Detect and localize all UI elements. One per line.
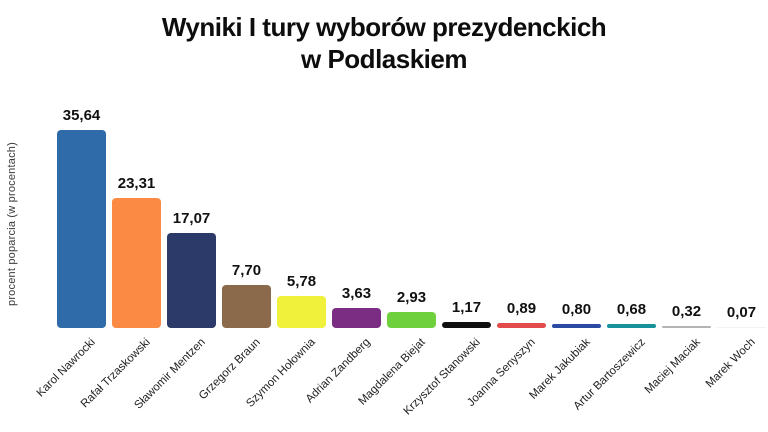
bar xyxy=(552,323,601,328)
bar xyxy=(167,233,216,328)
bar xyxy=(717,327,766,328)
y-axis-label: procent poparcia (w procentach) xyxy=(6,142,18,306)
bar xyxy=(442,321,491,328)
bar-value-label: 35,64 xyxy=(62,106,101,124)
bar-value-label: 0,32 xyxy=(671,303,702,321)
bar xyxy=(497,323,546,328)
bar-category-label: Karol Nawrocki xyxy=(34,336,98,400)
bar-value-label: 17,07 xyxy=(172,210,211,228)
bar-value-label: 2,93 xyxy=(396,288,427,306)
bar xyxy=(112,198,161,328)
chart-title-line1: Wyniki I tury wyborów prezydenckich xyxy=(161,12,607,42)
bar xyxy=(277,295,326,328)
bar xyxy=(662,326,711,328)
bar-value-label: 23,31 xyxy=(117,175,156,193)
bar-value-label: 0,07 xyxy=(726,304,757,321)
bar xyxy=(222,285,271,328)
bar xyxy=(607,324,656,328)
bar-value-label: 5,78 xyxy=(286,272,317,290)
bar xyxy=(57,129,106,328)
bar xyxy=(387,311,436,328)
chart-title-line2: w Podlaskiem xyxy=(301,43,467,74)
bar-value-label: 3,63 xyxy=(341,284,372,302)
bar-value-label: 1,17 xyxy=(451,298,482,316)
bar-value-label: 7,70 xyxy=(231,262,262,280)
bar-value-label: 0,80 xyxy=(561,300,592,318)
bar xyxy=(332,307,381,328)
bar-value-label: 0,89 xyxy=(506,300,537,318)
chart-title: Wyniki I tury wyborów prezydenckich w Po… xyxy=(0,12,768,75)
bar-value-label: 0,68 xyxy=(616,301,647,319)
